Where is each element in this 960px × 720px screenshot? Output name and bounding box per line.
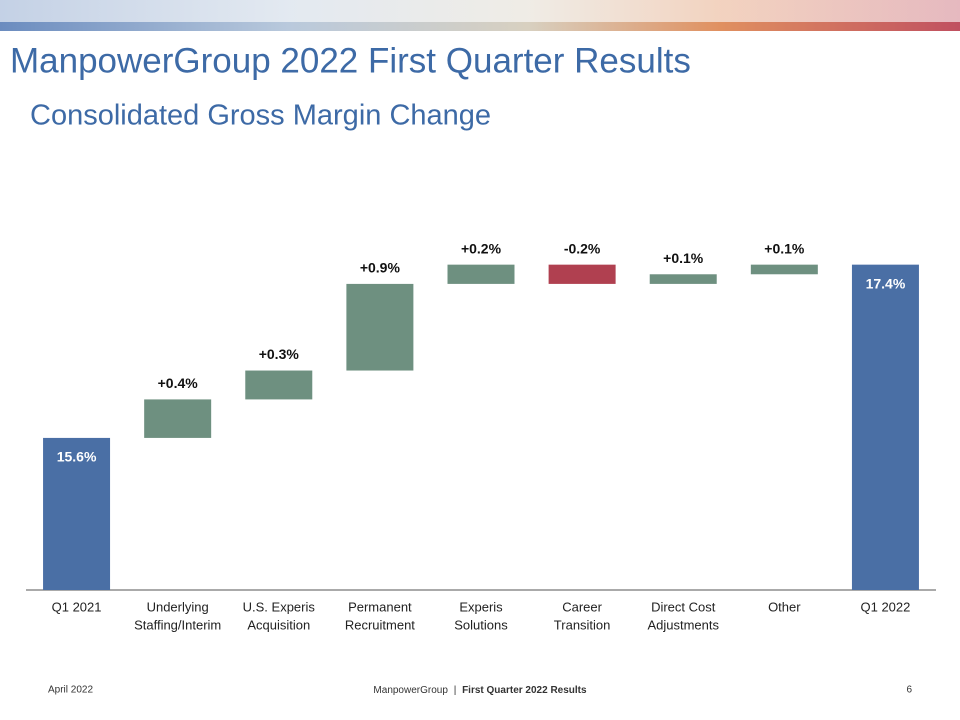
data-label: 15.6%: [57, 449, 97, 465]
x-tick-label: Transition: [554, 617, 611, 632]
footer-company: ManpowerGroup: [373, 685, 448, 696]
bar: [548, 264, 616, 284]
x-tick-label: U.S. Experis: [243, 599, 316, 614]
bar: [851, 264, 919, 590]
x-tick-label: Adjustments: [647, 617, 719, 632]
data-label: -0.2%: [564, 240, 601, 256]
bar: [43, 437, 111, 590]
data-label: +0.3%: [259, 346, 300, 362]
data-label: +0.1%: [663, 250, 704, 266]
x-tick-label: Other: [768, 599, 801, 614]
footer-text: ManpowerGroup | First Quarter 2022 Resul…: [373, 685, 587, 696]
x-tick-label: Underlying: [147, 599, 209, 614]
data-label: +0.4%: [158, 375, 199, 391]
bar: [245, 370, 313, 400]
top-band: [0, 22, 960, 31]
subtitle: Consolidated Gross Margin Change: [30, 100, 491, 132]
title: ManpowerGroup 2022 First Quarter Results: [10, 41, 691, 80]
data-label: +0.2%: [461, 240, 502, 256]
top-band-fade: [0, 0, 960, 22]
x-tick-label: Solutions: [454, 617, 508, 632]
data-label: +0.9%: [360, 260, 401, 276]
x-tick-label: Recruitment: [345, 617, 415, 632]
bar: [447, 264, 515, 284]
x-tick-label: Direct Cost: [651, 599, 716, 614]
footer-date: April 2022: [48, 685, 93, 696]
bar: [346, 283, 414, 371]
x-tick-label: Acquisition: [247, 617, 310, 632]
footer-report: First Quarter 2022 Results: [462, 685, 587, 696]
bar: [750, 264, 818, 275]
data-label: 17.4%: [866, 275, 906, 291]
bar: [144, 399, 212, 438]
x-tick-label: Permanent: [348, 599, 412, 614]
x-tick-label: Career: [562, 599, 602, 614]
footer-separator: |: [454, 685, 457, 696]
bar: [649, 274, 717, 284]
x-tick-label: Staffing/Interim: [134, 617, 221, 632]
data-label: +0.1%: [764, 240, 805, 256]
page-number: 6: [906, 685, 912, 696]
x-tick-label: Experis: [459, 599, 503, 614]
x-tick-label: Q1 2021: [52, 599, 102, 614]
x-tick-label: Q1 2022: [861, 599, 911, 614]
